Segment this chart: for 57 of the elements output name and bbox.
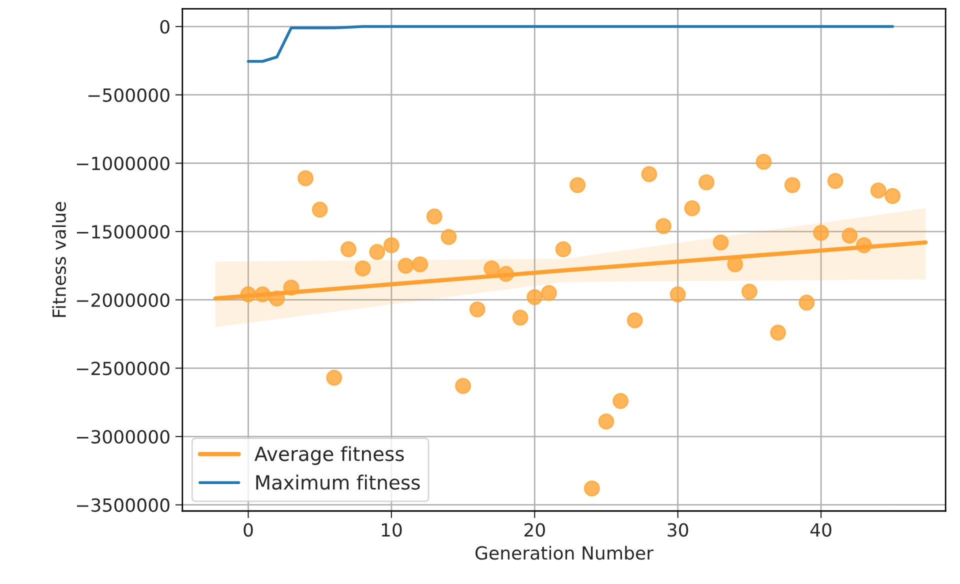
point	[770, 324, 786, 341]
x-tick-label: 20	[524, 523, 545, 537]
point	[698, 174, 714, 190]
point	[656, 218, 672, 234]
point	[584, 480, 600, 496]
x-tick-label: 40	[810, 523, 832, 537]
x-tick-label: 10	[382, 523, 402, 537]
x-axis-title: Generation Number	[476, 546, 654, 560]
point	[426, 208, 442, 224]
point	[354, 260, 371, 276]
point	[842, 228, 858, 244]
point	[684, 200, 700, 216]
line-series	[246, 25, 894, 63]
point	[326, 370, 342, 386]
point	[512, 310, 528, 326]
legend-label: Maximum fitness	[256, 474, 420, 490]
y-tick-label: −1000000	[76, 156, 170, 170]
point	[570, 177, 586, 194]
point	[526, 289, 543, 306]
point	[312, 202, 328, 218]
y-tick-label: −2500000	[76, 362, 170, 376]
point	[827, 172, 844, 189]
point	[469, 301, 486, 318]
point	[670, 286, 686, 302]
point	[712, 234, 729, 250]
point	[383, 237, 400, 254]
point	[440, 229, 457, 245]
y-axis-title: Fitness value	[52, 202, 66, 317]
point	[398, 258, 414, 274]
x-tick-label: 30	[668, 523, 688, 537]
point	[455, 378, 472, 394]
point	[612, 393, 629, 409]
point	[741, 284, 758, 300]
point	[798, 294, 815, 311]
point	[598, 414, 614, 430]
point	[626, 312, 643, 328]
point	[484, 260, 500, 276]
point	[641, 166, 658, 182]
point	[412, 256, 428, 272]
point	[784, 177, 800, 194]
point	[813, 224, 830, 241]
legend-label: Average fitness	[254, 446, 404, 465]
x-tick-label: 0	[244, 523, 253, 537]
y-tick-label: −3500000	[76, 498, 170, 512]
point	[369, 244, 386, 260]
point	[540, 285, 557, 301]
point	[340, 241, 356, 258]
point	[756, 154, 772, 170]
y-tick-label: −500000	[88, 88, 170, 102]
y-tick-label: 0	[160, 20, 170, 34]
point	[884, 188, 901, 204]
y-tick-label: −1500000	[76, 224, 170, 239]
y-tick-label: −2000000	[76, 293, 170, 307]
point	[298, 170, 314, 186]
point	[870, 182, 886, 198]
point	[555, 241, 572, 258]
y-tick-label: −3000000	[76, 430, 170, 444]
